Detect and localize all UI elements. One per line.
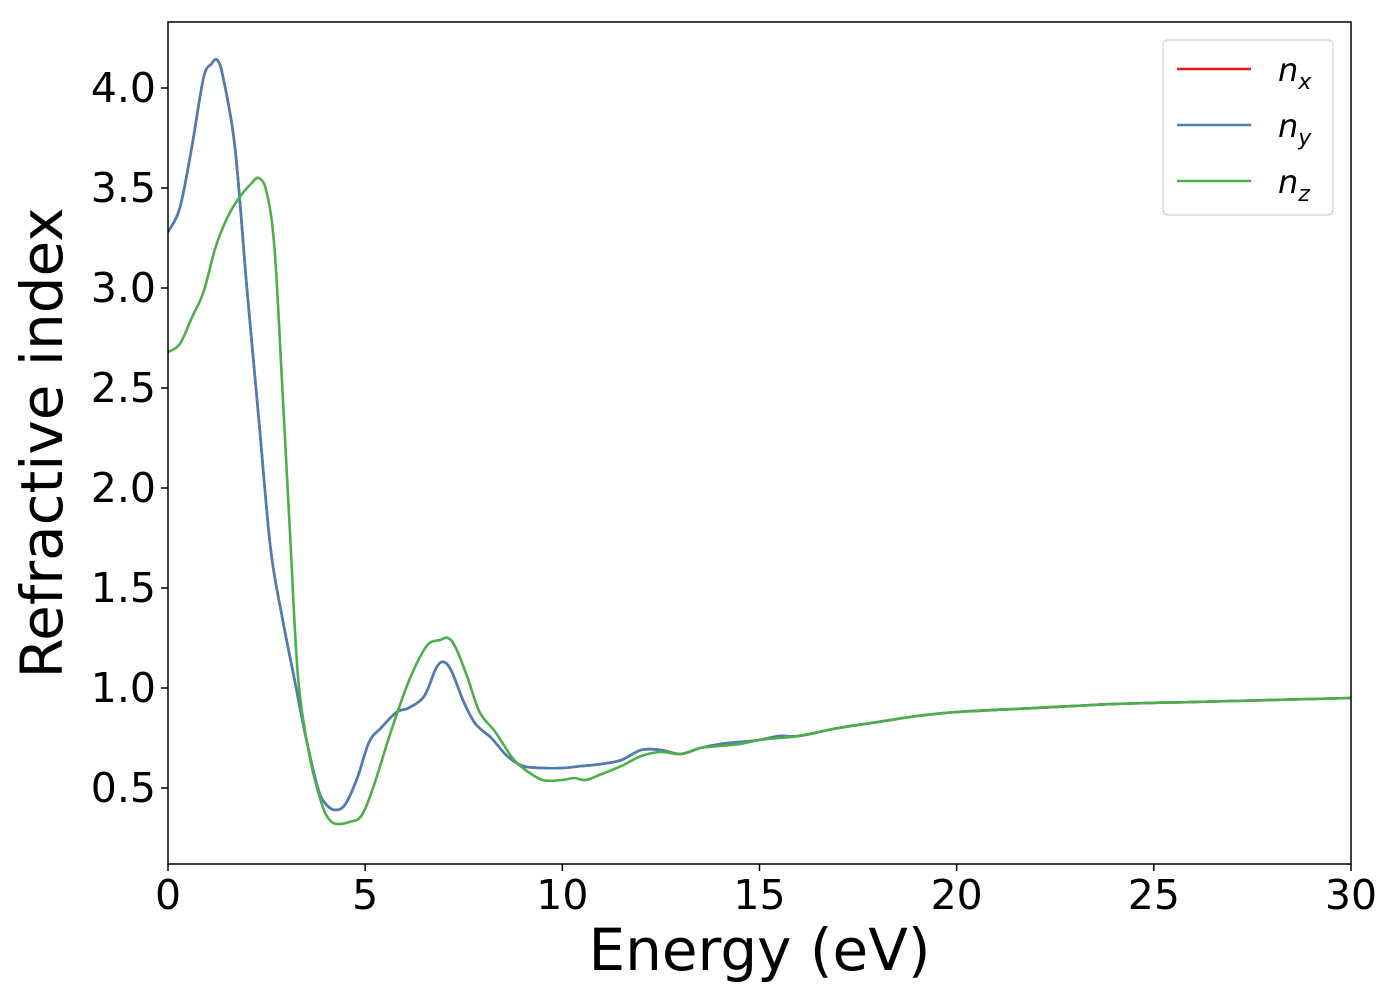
- legend-label-base: n: [1278, 107, 1298, 145]
- y-axis: 0.5 1.0 1.5 2.0 2.5 3.0 3.5 4.0: [91, 64, 168, 812]
- y-tick-label: 3.5: [91, 164, 156, 212]
- legend-label-nz: nz: [1278, 163, 1310, 207]
- legend-label-base: n: [1278, 51, 1298, 89]
- y-tick-label: 2.5: [91, 364, 156, 412]
- series-line-nz: [168, 176, 1351, 826]
- legend-label-base: n: [1278, 163, 1298, 201]
- y-tick-label: 3.0: [91, 264, 156, 312]
- y-tick-label: 0.5: [91, 764, 156, 812]
- x-tick-label: 25: [1128, 871, 1180, 919]
- x-tick-label: 5: [352, 871, 378, 919]
- y-tick-label: 4.0: [91, 64, 156, 112]
- legend-label-nx: nx: [1278, 51, 1312, 95]
- legend-label-subscript: z: [1297, 182, 1310, 207]
- x-tick-label: 0: [155, 871, 181, 919]
- y-axis-title: Refractive index: [8, 207, 76, 678]
- series-lines: [168, 57, 1351, 826]
- legend-label-subscript: x: [1297, 70, 1312, 95]
- x-tick-label: 20: [931, 871, 983, 919]
- x-tick-label: 30: [1325, 871, 1377, 919]
- x-tick-label: 10: [536, 871, 588, 919]
- legend-label-ny: ny: [1278, 107, 1312, 151]
- legend-label-subscript: y: [1297, 126, 1312, 151]
- x-axis-title: Energy (eV): [588, 916, 930, 984]
- legend-box: [1162, 39, 1334, 216]
- y-tick-label: 1.0: [91, 664, 156, 712]
- x-axis: 0 5 10 15 20 25 30: [155, 864, 1377, 919]
- y-tick-label: 1.5: [91, 564, 156, 612]
- y-tick-label: 2.0: [91, 464, 156, 512]
- x-tick-label: 15: [733, 871, 785, 919]
